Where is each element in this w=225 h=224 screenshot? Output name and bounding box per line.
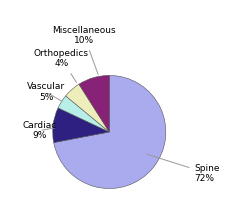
Text: Orthopedics
4%: Orthopedics 4%: [34, 49, 89, 83]
Wedge shape: [53, 108, 109, 142]
Wedge shape: [66, 84, 109, 132]
Wedge shape: [58, 96, 109, 132]
Wedge shape: [54, 75, 166, 189]
Text: Miscellaneous
10%: Miscellaneous 10%: [52, 26, 116, 75]
Wedge shape: [79, 75, 109, 132]
Text: Spine
72%: Spine 72%: [147, 154, 220, 183]
Text: Vascular
5%: Vascular 5%: [27, 82, 65, 102]
Text: Cardiac
9%: Cardiac 9%: [22, 121, 56, 140]
